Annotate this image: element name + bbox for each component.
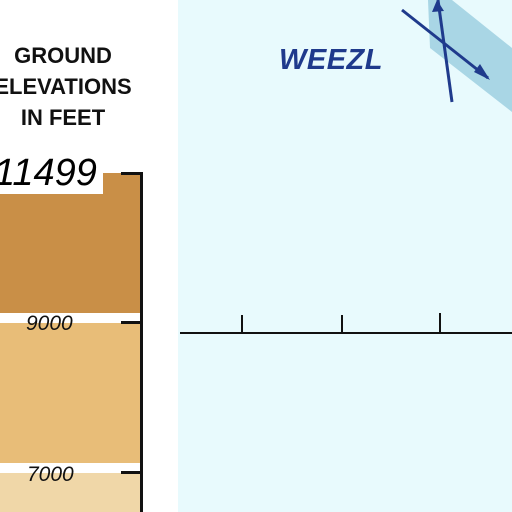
elevation-tick-7000	[121, 471, 143, 474]
route-line-steep	[436, 0, 454, 103]
elevation-scale-line	[140, 173, 143, 512]
legend-title: GROUND ELEVATIONS IN FEET	[0, 40, 138, 133]
route-arrowhead-right	[474, 64, 490, 80]
elevation-band-high	[0, 173, 140, 313]
elevation-label-7000: 7000	[27, 463, 74, 486]
legend-title-line: IN FEET	[20, 105, 106, 130]
elevation-tick-9000	[121, 321, 143, 324]
max-elevation-label: 11499	[0, 152, 103, 194]
elevation-label-9000: 9000	[26, 312, 73, 335]
elevation-legend: GROUND ELEVATIONS IN FEET 11499 9000 700…	[0, 0, 178, 512]
elevation-band-mid	[0, 323, 140, 463]
legend-title-line: GROUND	[14, 43, 112, 68]
legend-title-line: ELEVATIONS	[0, 74, 132, 99]
waypoint-label: WEEZL	[279, 44, 383, 76]
elevation-tick-max	[121, 172, 143, 175]
route-arrowhead-up	[432, 0, 444, 12]
airway-corridor	[428, 0, 512, 112]
elevation-band-low	[0, 473, 140, 512]
